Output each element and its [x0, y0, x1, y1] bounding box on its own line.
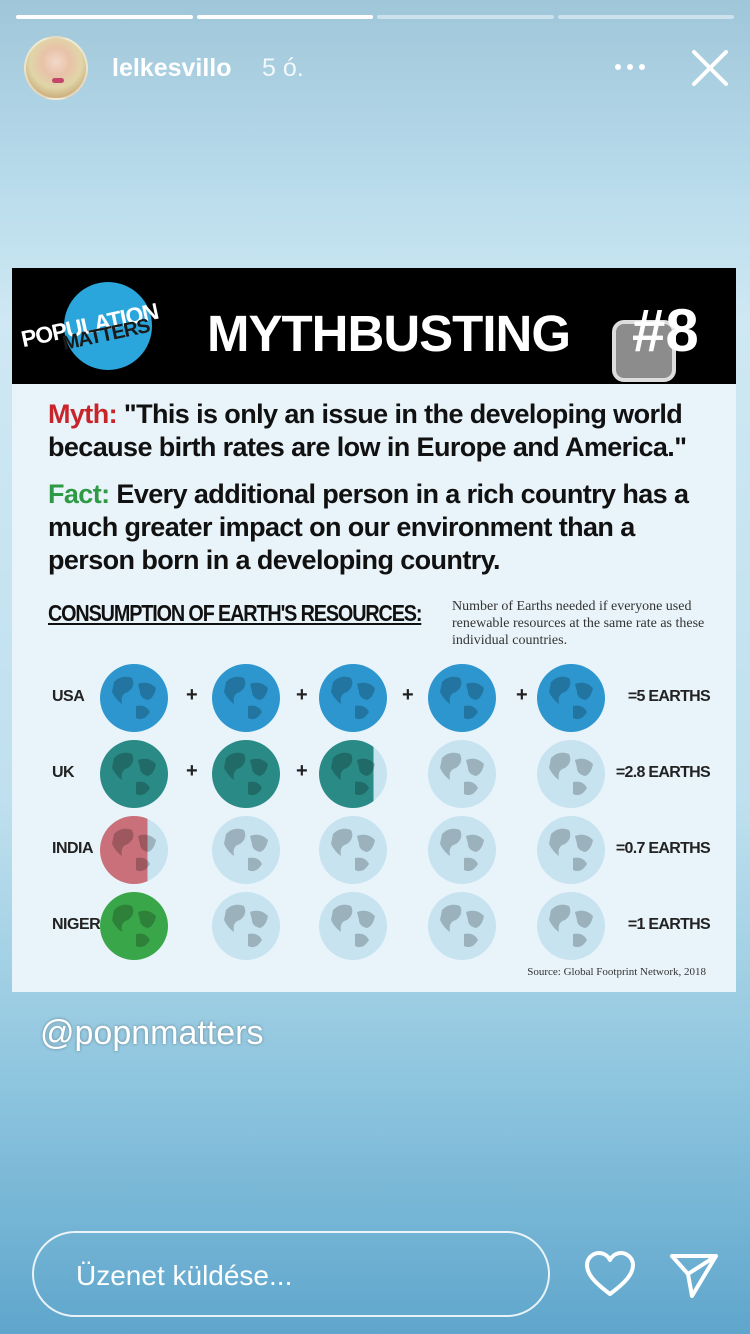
story-progress: [16, 15, 734, 19]
infographic-title: MYTHBUSTING: [207, 305, 571, 362]
country-label: INDIA: [52, 840, 94, 857]
earths-total: =0.7 EARTHS: [615, 840, 711, 857]
earth-globe-icon: [319, 892, 387, 960]
country-label: USA: [52, 688, 85, 705]
username[interactable]: lelkesvillo: [112, 54, 232, 82]
infographic-number: #8: [632, 297, 699, 364]
earths-total: =1 EARTHS: [627, 916, 711, 933]
plus-sign: +: [516, 684, 528, 706]
close-icon[interactable]: [688, 46, 732, 90]
progress-fill: [196, 15, 373, 19]
earth-globe-icon: [212, 740, 280, 808]
fact-body: Every additional person in a rich countr…: [48, 479, 689, 575]
plus-sign: +: [296, 684, 308, 706]
country-label: UK: [52, 764, 75, 781]
source-note: Source: Global Footprint Network, 2018: [527, 966, 706, 978]
heart-icon[interactable]: [584, 1250, 636, 1298]
earth-globe-icon: [428, 740, 496, 808]
earth-globe-icon: [212, 664, 280, 732]
earth-globe-icon: [537, 892, 605, 960]
earths-total: =2.8 EARTHS: [615, 764, 711, 781]
earth-globe-icon: [100, 664, 168, 732]
mention-sticker[interactable]: @popnmatters: [40, 1014, 264, 1052]
progress-segment: [196, 15, 373, 19]
earth-row: UK + + =2.8 EARTHS: [12, 740, 736, 810]
earth-globe-icon: [100, 740, 168, 808]
plus-sign: +: [186, 684, 198, 706]
post-time: 5 ó.: [262, 54, 304, 82]
earth-globe-icon: [319, 816, 387, 884]
earth-globe-icon: [537, 664, 605, 732]
population-matters-logo: [64, 282, 152, 370]
earth-globe-icon: [537, 740, 605, 808]
avatar[interactable]: [24, 36, 88, 100]
plus-sign: +: [296, 760, 308, 782]
fact-label: Fact:: [48, 479, 110, 509]
earth-globe-icon: [100, 816, 168, 884]
earth-globe-icon: [319, 740, 387, 808]
earth-globe-icon: [428, 664, 496, 732]
earth-row: USA + + + + =5 EARTHS: [12, 664, 736, 734]
progress-fill: [16, 15, 193, 19]
earth-globe-icon: [428, 892, 496, 960]
plus-sign: +: [402, 684, 414, 706]
earths-total: =5 EARTHS: [627, 688, 711, 705]
fact-text: Fact: Every additional person in a rich …: [48, 478, 708, 577]
myth-text: Myth: "This is only an issue in the deve…: [48, 398, 718, 464]
earth-globe-icon: [428, 816, 496, 884]
infographic-card: POPULATION MATTERS MYTHBUSTING #8 Myth: …: [12, 268, 736, 992]
earth-globe-icon: [212, 892, 280, 960]
earth-globe-icon: [537, 816, 605, 884]
consumption-title: CONSUMPTION OF EARTH'S RESOURCES:: [48, 600, 422, 626]
earth-globe-icon: [212, 816, 280, 884]
earth-row: INDIA =0.7 EARTHS: [12, 816, 736, 886]
message-input[interactable]: Üzenet küldése...: [32, 1231, 550, 1317]
send-icon[interactable]: [668, 1248, 720, 1300]
more-dots-icon[interactable]: [610, 55, 650, 79]
avatar-detail: [52, 78, 64, 83]
message-placeholder: Üzenet küldése...: [76, 1260, 293, 1291]
earth-globe-icon: [319, 664, 387, 732]
infographic-banner: POPULATION MATTERS MYTHBUSTING #8: [12, 268, 736, 384]
progress-segment: [377, 15, 554, 19]
sticker-icon: [612, 320, 676, 382]
earth-globe-icon: [100, 892, 168, 960]
progress-segment: [557, 15, 734, 19]
country-label: NIGER: [52, 916, 101, 933]
consumption-note: Number of Earths needed if everyone used…: [452, 599, 705, 648]
myth-label: Myth:: [48, 399, 118, 429]
myth-body: "This is only an issue in the developing…: [48, 399, 687, 462]
plus-sign: +: [186, 760, 198, 782]
earth-row: NIGER =1 EARTHS: [12, 892, 736, 962]
progress-segment: [16, 15, 193, 19]
